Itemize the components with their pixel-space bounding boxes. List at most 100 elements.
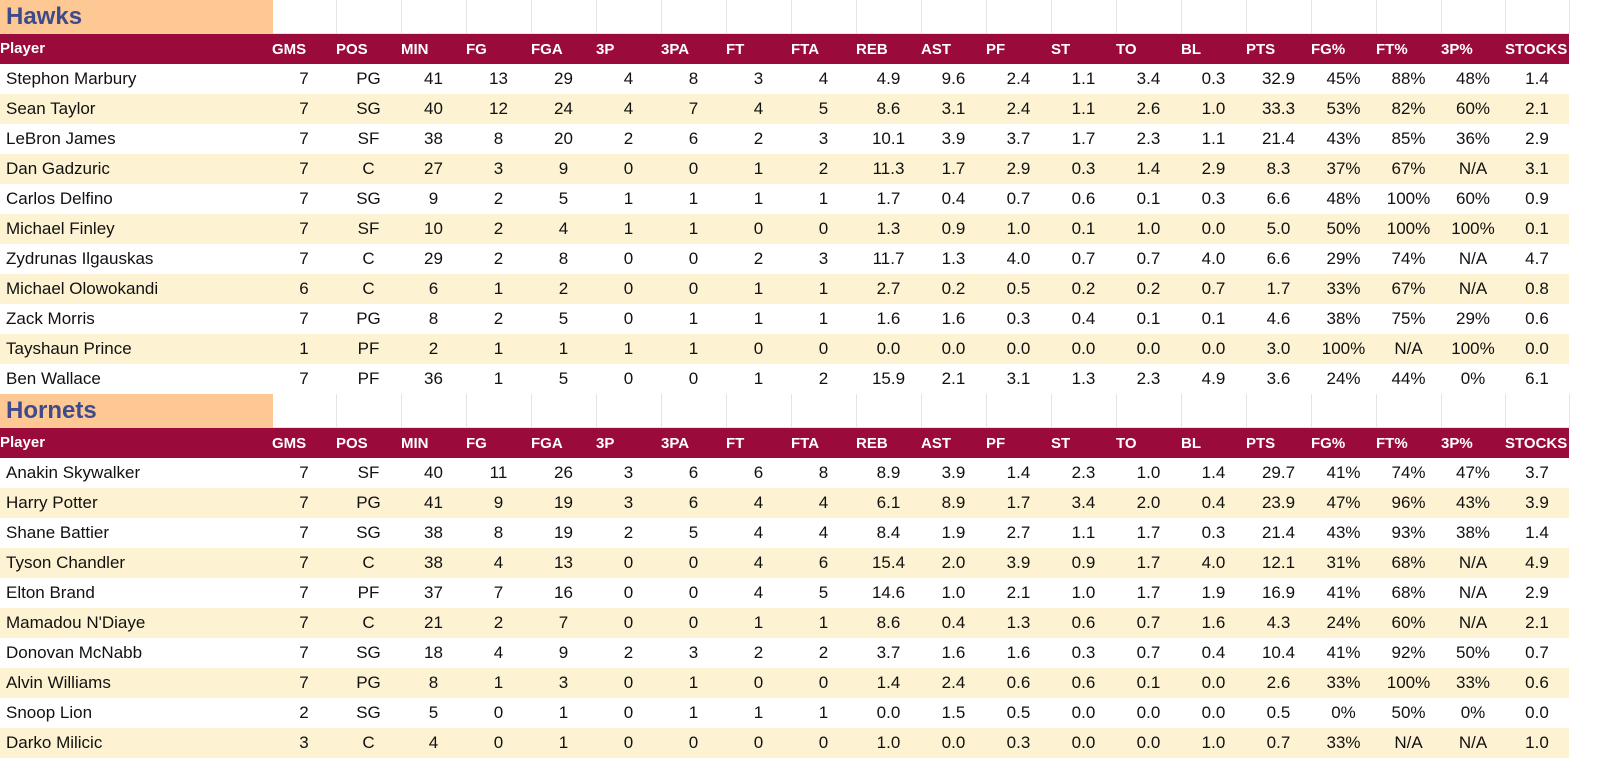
stat-cell[interactable]: 1	[272, 334, 336, 364]
stat-cell[interactable]: 1.4	[986, 458, 1051, 488]
stat-cell[interactable]: 29%	[1441, 304, 1505, 334]
column-header[interactable]: GMS	[272, 427, 336, 458]
stat-cell[interactable]: 1.7	[1051, 124, 1116, 154]
stat-cell[interactable]: 50%	[1441, 638, 1505, 668]
stat-cell[interactable]: 4.0	[1181, 244, 1246, 274]
stat-cell[interactable]: 1.6	[1181, 608, 1246, 638]
stat-cell[interactable]: 11	[466, 458, 531, 488]
stat-cell[interactable]: 3	[596, 458, 661, 488]
stat-cell[interactable]: PF	[336, 334, 401, 364]
stat-cell[interactable]: 1	[661, 668, 726, 698]
stat-cell[interactable]: 1.4	[1505, 64, 1569, 94]
stat-cell[interactable]: PG	[336, 64, 401, 94]
stat-cell[interactable]: 1	[726, 364, 791, 394]
stat-cell[interactable]: 0	[596, 364, 661, 394]
stat-cell[interactable]: SG	[336, 698, 401, 728]
stat-cell[interactable]: 0.0	[1181, 334, 1246, 364]
stat-cell[interactable]: 1	[661, 184, 726, 214]
column-header[interactable]: AST	[921, 427, 986, 458]
stat-cell[interactable]: 3	[272, 728, 336, 758]
stat-cell[interactable]: 2.0	[1116, 488, 1181, 518]
stat-cell[interactable]: 1	[531, 698, 596, 728]
stat-cell[interactable]: 2.4	[986, 64, 1051, 94]
stat-cell[interactable]: 6.1	[1505, 364, 1569, 394]
empty-cell[interactable]	[986, 394, 1052, 428]
player-name-cell[interactable]: Dan Gadzuric	[0, 154, 272, 184]
stat-cell[interactable]: 8.9	[921, 488, 986, 518]
stat-cell[interactable]: 4	[466, 638, 531, 668]
player-name-cell[interactable]: Zack Morris	[0, 304, 272, 334]
stat-cell[interactable]: 21	[401, 608, 466, 638]
stat-cell[interactable]: 1.0	[1116, 214, 1181, 244]
stat-cell[interactable]: 21.4	[1246, 124, 1311, 154]
stat-cell[interactable]: 4.6	[1246, 304, 1311, 334]
stat-cell[interactable]: 0	[596, 548, 661, 578]
stat-cell[interactable]: 8	[466, 124, 531, 154]
stat-cell[interactable]: 1	[466, 334, 531, 364]
stat-cell[interactable]: 3.7	[1505, 458, 1569, 488]
stat-cell[interactable]: 45%	[1311, 64, 1376, 94]
stat-cell[interactable]: 1	[661, 304, 726, 334]
stat-cell[interactable]: 24%	[1311, 608, 1376, 638]
stat-cell[interactable]: 2.3	[1051, 458, 1116, 488]
stat-cell[interactable]: 2.9	[1181, 154, 1246, 184]
stat-cell[interactable]: 1.7	[856, 184, 921, 214]
stat-cell[interactable]: 0%	[1441, 698, 1505, 728]
player-name-cell[interactable]: Tyson Chandler	[0, 548, 272, 578]
empty-cell[interactable]	[1181, 0, 1247, 34]
stat-cell[interactable]: 10.1	[856, 124, 921, 154]
column-header[interactable]: FT%	[1376, 33, 1441, 64]
player-name-cell[interactable]: Elton Brand	[0, 578, 272, 608]
empty-cell[interactable]	[1376, 0, 1442, 34]
stat-cell[interactable]: 9	[466, 488, 531, 518]
stat-cell[interactable]: 1.6	[856, 304, 921, 334]
stat-cell[interactable]: SG	[336, 184, 401, 214]
empty-cell[interactable]	[272, 0, 337, 34]
stat-cell[interactable]: 0	[661, 274, 726, 304]
stat-cell[interactable]: 38	[401, 548, 466, 578]
column-header[interactable]: 3P	[596, 427, 661, 458]
stat-cell[interactable]: 7	[466, 578, 531, 608]
stat-cell[interactable]: 1	[791, 608, 856, 638]
stat-cell[interactable]: 7	[272, 64, 336, 94]
stat-cell[interactable]: 74%	[1376, 244, 1441, 274]
empty-cell[interactable]	[466, 394, 532, 428]
stat-cell[interactable]: 1.1	[1051, 94, 1116, 124]
stat-cell[interactable]: 8.4	[856, 518, 921, 548]
stat-cell[interactable]: 2	[531, 274, 596, 304]
stat-cell[interactable]: 0.2	[1051, 274, 1116, 304]
stat-cell[interactable]: 33%	[1311, 668, 1376, 698]
stat-cell[interactable]: 26	[531, 458, 596, 488]
stat-cell[interactable]: 68%	[1376, 548, 1441, 578]
stat-cell[interactable]: 38%	[1441, 518, 1505, 548]
stat-cell[interactable]: C	[336, 244, 401, 274]
stat-cell[interactable]: 1	[596, 184, 661, 214]
stat-cell[interactable]: 0	[466, 698, 531, 728]
stat-cell[interactable]: 1	[726, 698, 791, 728]
stat-cell[interactable]: 40	[401, 94, 466, 124]
stat-cell[interactable]: 11.3	[856, 154, 921, 184]
stat-cell[interactable]: 1	[791, 274, 856, 304]
stat-cell[interactable]: 1.6	[986, 638, 1051, 668]
empty-cell[interactable]	[336, 0, 402, 34]
stat-cell[interactable]: 3.4	[1051, 488, 1116, 518]
column-header[interactable]: STOCKS	[1505, 33, 1569, 64]
stat-cell[interactable]: 1.1	[1051, 518, 1116, 548]
stat-cell[interactable]: 1	[596, 334, 661, 364]
stat-cell[interactable]: 4.3	[1246, 608, 1311, 638]
stat-cell[interactable]: 0.7	[1116, 608, 1181, 638]
stat-cell[interactable]: SG	[336, 638, 401, 668]
column-header[interactable]: GMS	[272, 33, 336, 64]
stat-cell[interactable]: 2.6	[1116, 94, 1181, 124]
stat-cell[interactable]: 1.3	[856, 214, 921, 244]
stat-cell[interactable]: 3.1	[986, 364, 1051, 394]
stat-cell[interactable]: 0.1	[1116, 184, 1181, 214]
stat-cell[interactable]: 12.1	[1246, 548, 1311, 578]
stat-cell[interactable]: 0.7	[1505, 638, 1569, 668]
stat-cell[interactable]: 0	[596, 698, 661, 728]
stat-cell[interactable]: 4.9	[1181, 364, 1246, 394]
stat-cell[interactable]: 13	[466, 64, 531, 94]
stat-cell[interactable]: 2.0	[921, 548, 986, 578]
stat-cell[interactable]: 2	[726, 124, 791, 154]
stat-cell[interactable]: 1	[466, 274, 531, 304]
